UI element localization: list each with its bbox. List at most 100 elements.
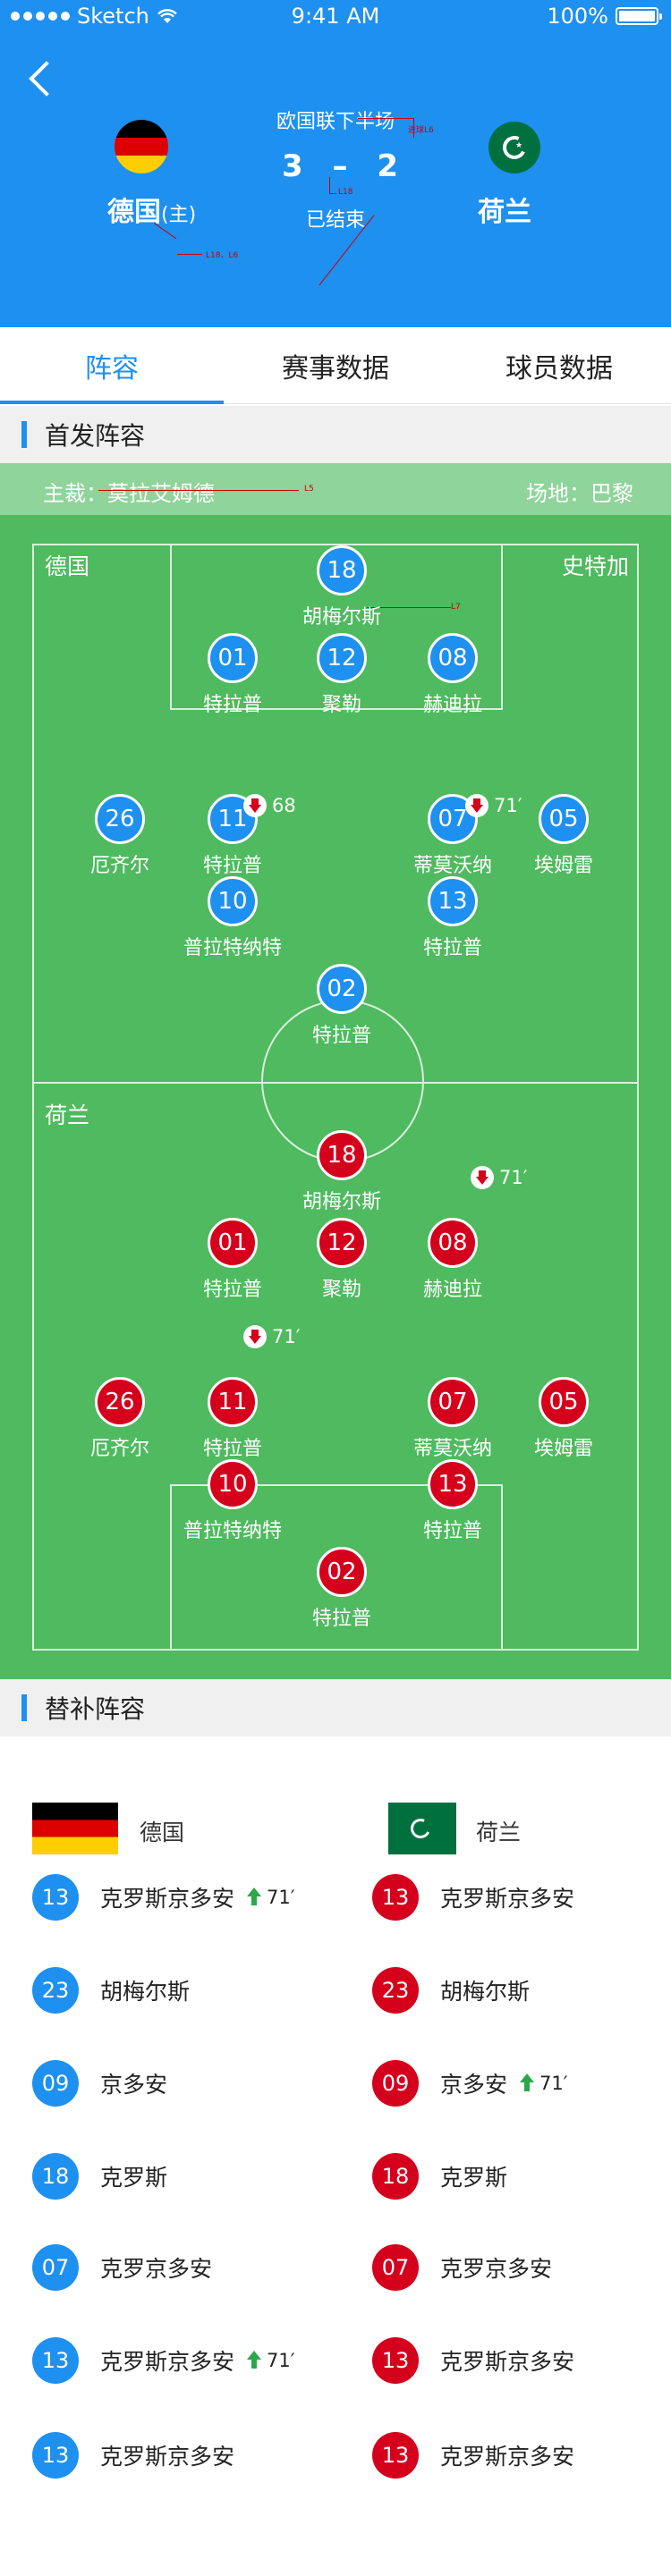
subs-home-player[interactable]: 18 克罗斯 (32, 2151, 167, 2201)
subs-away-player[interactable]: 18 克罗斯 (372, 2151, 507, 2201)
player-number: 10 (208, 1459, 258, 1509)
player-name: 厄齐尔 (89, 1438, 149, 1460)
home-player[interactable]: 10 普拉特纳特 (170, 876, 295, 960)
player-number: 01 (208, 633, 258, 683)
home-player[interactable]: 08 赫迪拉 (390, 633, 515, 717)
subs-away-player[interactable]: 23 胡梅尔斯 (372, 1965, 530, 2015)
player-name: 聚勒 (321, 1279, 361, 1301)
home-player[interactable]: 18 胡梅尔斯 (279, 545, 404, 629)
sub-off-icon (471, 1166, 494, 1189)
player-name: 特拉普 (202, 1438, 262, 1460)
away-player[interactable]: 13 特拉普 (390, 1459, 515, 1543)
player-number: 13 (428, 1459, 478, 1509)
sub-on-icon (247, 2351, 262, 2370)
away-team-name[interactable]: 荷兰 (478, 197, 531, 228)
player-number: 18 (32, 2153, 79, 2200)
player-number: 09 (32, 2060, 79, 2107)
tab-lineup[interactable]: 阵容 (0, 327, 224, 404)
player-number: 02 (317, 1547, 367, 1597)
substitution-marker: 68 (243, 794, 296, 817)
venue-label: 场地：巴黎 (526, 481, 633, 506)
away-player[interactable]: 12 聚勒 (279, 1218, 404, 1302)
subs-home-player[interactable]: 13 克罗斯京多安 71′ (32, 2335, 295, 2386)
away-flag-icon (370, 1803, 456, 1854)
player-name: 克罗斯京多安 (100, 2349, 235, 2375)
player-name: 特拉普 (202, 694, 262, 716)
subs-row: 13 克罗斯京多安 13 克罗斯京多安 (0, 2430, 671, 2484)
away-player[interactable]: 18 胡梅尔斯 (279, 1130, 404, 1214)
home-player[interactable]: 01 特拉普 (170, 633, 295, 717)
germany-flag-icon (32, 1803, 118, 1854)
home-player[interactable]: 26 厄齐尔 (57, 794, 183, 878)
subs-row: 23 胡梅尔斯 23 胡梅尔斯 (0, 1965, 671, 2019)
home-player[interactable]: 11 特拉普 (170, 794, 295, 878)
substitution-marker: 71′ (247, 2350, 295, 2371)
player-number: 13 (372, 2432, 419, 2479)
player-number: 18 (372, 2153, 419, 2200)
substitution-marker: 71′ (520, 2073, 568, 2094)
home-tag: (主) (161, 204, 197, 226)
player-number: 13 (372, 2337, 419, 2384)
annotation-line (177, 254, 202, 255)
home-player[interactable]: 02 特拉普 (279, 964, 404, 1048)
carrier-label: Sketch (77, 4, 149, 29)
player-number: 07 (32, 2244, 79, 2291)
subs-away-player[interactable]: 07 克罗京多安 (372, 2242, 552, 2293)
subs-away-player[interactable]: 13 克罗斯京多安 (372, 2335, 574, 2386)
player-number: 13 (32, 1874, 79, 1921)
back-chevron-icon[interactable] (25, 59, 61, 98)
subs-away-player[interactable]: 13 克罗斯京多安 (372, 2430, 574, 2480)
player-number: 18 (317, 545, 367, 595)
annotation-label: L18、L6 (206, 251, 239, 260)
score-separator: – (332, 148, 348, 184)
away-player[interactable]: 05 埃姆雷 (501, 1377, 626, 1461)
subs-row: 18 克罗斯 18 克罗斯 (0, 2151, 671, 2205)
subs-home-player[interactable]: 13 克罗斯京多安 71′ (32, 1872, 295, 1922)
home-team-name[interactable]: 德国(主) (107, 197, 197, 228)
player-number: 05 (539, 1377, 589, 1427)
player-name: 特拉普 (202, 1279, 262, 1301)
battery-icon (616, 7, 662, 25)
player-name: 蒂莫沃纳 (412, 855, 492, 877)
subs-away-team: 荷兰 (476, 1820, 522, 1845)
player-name: 赫迪拉 (422, 1279, 482, 1301)
subs-home-player[interactable]: 13 克罗斯京多安 (32, 2430, 234, 2480)
subs-home-player[interactable]: 23 胡梅尔斯 (32, 1965, 190, 2015)
away-player[interactable]: 08 赫迪拉 (390, 1218, 515, 1302)
subs-away-player[interactable]: 09 京多安 71′ (372, 2058, 568, 2108)
annotation-label: L18 (338, 188, 353, 197)
subs-away-player[interactable]: 13 克罗斯京多安 (372, 1872, 574, 1922)
match-status: 已结束 (305, 209, 365, 232)
sub-on-icon (247, 1888, 262, 1907)
subs-home-team: 德国 (140, 1820, 185, 1845)
player-name: 特拉普 (202, 855, 262, 877)
status-bar: Sketch 9:41 AM 100% (0, 0, 671, 32)
away-player[interactable]: 10 普拉特纳特 (170, 1459, 295, 1543)
away-player[interactable]: 26 厄齐尔 (57, 1377, 183, 1461)
home-player[interactable]: 12 聚勒 (279, 633, 404, 717)
away-player[interactable]: 02 特拉普 (279, 1547, 404, 1631)
player-name: 克罗斯 (440, 2165, 508, 2191)
subs-home-player[interactable]: 07 克罗京多安 (32, 2242, 212, 2293)
player-name: 特拉普 (422, 937, 482, 959)
away-player[interactable]: 01 特拉普 (170, 1218, 295, 1302)
player-name: 克罗斯京多安 (440, 1886, 575, 1912)
away-score: 2 (377, 148, 398, 184)
starting-lineup-header: 首发阵容 (0, 406, 671, 463)
pitch: 德国 史特加 荷兰 L7 18 胡梅尔斯 01 特拉普 12 聚勒 08 赫迪拉 26 厄… (0, 515, 671, 1679)
annotation-label: L7 (451, 603, 461, 612)
home-player[interactable]: 05 埃姆雷 (501, 794, 626, 878)
player-name: 蒂莫沃纳 (412, 1438, 492, 1460)
annotation-line (98, 490, 299, 491)
score-display: 3 – 2 (282, 148, 398, 184)
tab-player-stats[interactable]: 球员数据 (505, 352, 613, 384)
away-player[interactable]: 07 蒂莫沃纳 (390, 1377, 515, 1461)
star-icon: ★ (515, 141, 523, 150)
home-player[interactable]: 13 特拉普 (390, 876, 515, 960)
sub-off-icon (465, 794, 488, 817)
player-number: 02 (317, 964, 367, 1014)
tab-match-stats[interactable]: 赛事数据 (282, 352, 389, 384)
subs-home-player[interactable]: 09 京多安 (32, 2058, 167, 2108)
away-player[interactable]: 11 特拉普 (170, 1377, 295, 1461)
player-number: 13 (428, 876, 478, 926)
